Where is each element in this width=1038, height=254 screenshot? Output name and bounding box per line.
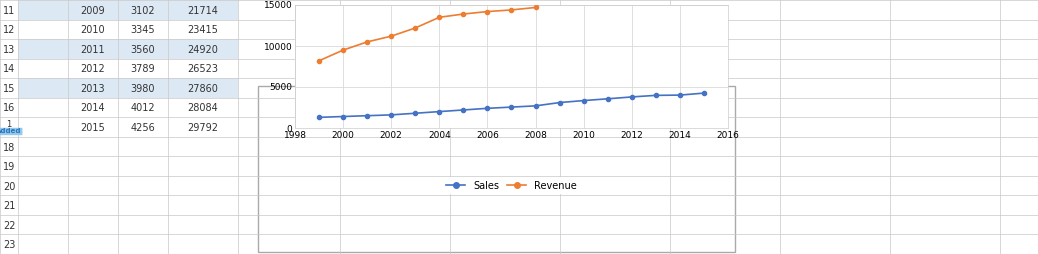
Text: 3560: 3560 (131, 45, 156, 55)
Text: 1: 1 (6, 120, 11, 129)
Text: 2011: 2011 (81, 45, 105, 55)
Text: 26523: 26523 (188, 64, 219, 74)
Bar (18, 117, 238, 137)
Text: 13: 13 (3, 45, 16, 55)
Bar (18, 59, 238, 78)
Text: 3102: 3102 (131, 6, 156, 16)
Text: 23: 23 (3, 240, 16, 250)
Text: 14: 14 (3, 64, 16, 74)
Bar (18, 137, 238, 156)
Text: 18: 18 (3, 142, 16, 152)
Text: 3980: 3980 (131, 84, 156, 94)
Text: 24920: 24920 (188, 45, 218, 55)
Bar (18, 195, 238, 215)
Bar (18, 234, 238, 254)
Text: 2015: 2015 (81, 123, 106, 133)
Bar (18, 98, 238, 117)
Text: 2013: 2013 (81, 84, 105, 94)
Bar (18, 156, 238, 176)
Text: 21714: 21714 (188, 6, 218, 16)
Text: Added: Added (0, 129, 22, 135)
Text: 22: 22 (3, 221, 16, 231)
Text: 4256: 4256 (131, 123, 156, 133)
Bar (18, 20, 238, 39)
Text: 3789: 3789 (131, 64, 156, 74)
Text: 12: 12 (3, 25, 16, 35)
Text: 2009: 2009 (81, 6, 105, 16)
Text: 28084: 28084 (188, 103, 218, 114)
Text: 27860: 27860 (188, 84, 218, 94)
Bar (18, 215, 238, 234)
Text: 29792: 29792 (188, 123, 219, 133)
Text: 4012: 4012 (131, 103, 156, 114)
Text: 16: 16 (3, 103, 16, 114)
Text: 3345: 3345 (131, 25, 156, 35)
Bar (18, 0, 238, 20)
Text: 2014: 2014 (81, 103, 105, 114)
Text: 19: 19 (3, 162, 16, 172)
Legend: Sales, Revenue: Sales, Revenue (442, 177, 581, 195)
Text: 15: 15 (3, 84, 16, 94)
Text: 20: 20 (3, 182, 16, 192)
Text: 21: 21 (3, 201, 16, 211)
Bar (18, 176, 238, 195)
Bar (258, 86, 735, 252)
Text: 2012: 2012 (81, 64, 106, 74)
Text: 2010: 2010 (81, 25, 105, 35)
Bar (18, 39, 238, 59)
Text: 11: 11 (3, 6, 16, 16)
Text: 23415: 23415 (188, 25, 218, 35)
Bar (18, 78, 238, 98)
